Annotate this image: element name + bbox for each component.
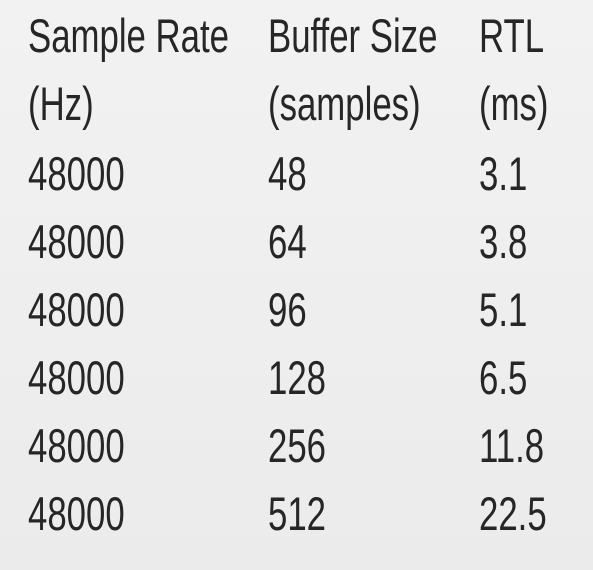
header-cell: (ms) <box>479 78 549 130</box>
table-cell: 3.8 <box>479 216 527 268</box>
header-cell: (samples) <box>268 78 421 130</box>
table-cell: 48000 <box>28 420 125 472</box>
header-cell: Sample Rate <box>28 10 229 62</box>
table-cell: 64 <box>268 216 307 268</box>
table-cell: 256 <box>268 420 326 472</box>
table-cell: 6.5 <box>479 352 527 404</box>
table-cell: 48000 <box>28 216 125 268</box>
table-cell: 5.1 <box>479 284 527 336</box>
table-cell: 11.8 <box>479 420 544 472</box>
table-cell: 128 <box>268 352 326 404</box>
table-cell: 48000 <box>28 352 125 404</box>
table-cell: 22.5 <box>479 488 547 540</box>
table-cell: 48000 <box>28 148 125 200</box>
table-cell: 96 <box>268 284 307 336</box>
table-cell: 48000 <box>28 284 125 336</box>
table-cell: 48 <box>268 148 307 200</box>
table-cell: 512 <box>268 488 326 540</box>
table-cell: 48000 <box>28 488 125 540</box>
table-cell: 3.1 <box>479 148 527 200</box>
header-cell: (Hz) <box>28 78 94 130</box>
header-cell: RTL <box>479 10 544 62</box>
header-cell: Buffer Size <box>268 10 437 62</box>
